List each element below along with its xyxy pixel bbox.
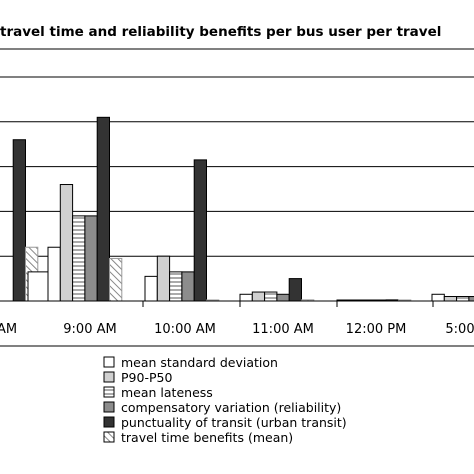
bar-p90-3 xyxy=(251,291,266,302)
bar-comp-5 xyxy=(468,296,474,302)
bar-punct-2 xyxy=(193,159,207,302)
bar-late-5 xyxy=(456,296,470,302)
legend-swatch-tt xyxy=(103,431,115,443)
x-tick-label: AM xyxy=(0,322,17,337)
legend-swatch-late xyxy=(103,386,115,398)
legend-label: mean standard deviation xyxy=(121,355,278,370)
bar-punct-0 xyxy=(12,139,26,302)
x-tick-label: 12:00 PM xyxy=(346,322,407,337)
x-tick-label: 10:00 AM xyxy=(154,322,216,337)
legend-label: mean lateness xyxy=(121,385,213,400)
bar-sd-3 xyxy=(239,293,253,302)
bar-sd-1 xyxy=(47,246,61,302)
bar-tt-1 xyxy=(109,257,123,302)
bar-p90-1 xyxy=(59,184,74,302)
legend-label: compensatory variation (reliability) xyxy=(121,400,341,415)
chart-title: travel time and reliability benefits per… xyxy=(0,24,442,40)
bar-sd-0b xyxy=(27,271,49,302)
legend-swatch-sd xyxy=(103,356,115,368)
bar-sd-2 xyxy=(144,275,158,302)
bar-comp-1 xyxy=(84,215,98,302)
legend-swatch-p90 xyxy=(103,371,115,383)
legend-swatch-comp xyxy=(103,401,115,413)
bar-comp-3 xyxy=(276,293,290,302)
x-tick-label: 9:00 AM xyxy=(63,322,116,337)
legend-label: punctuality of transit (urban transit) xyxy=(121,415,347,430)
legend-label: P90-P50 xyxy=(121,370,172,385)
bar-punct-3 xyxy=(288,278,303,302)
x-tick-label: 11:00 AM xyxy=(252,322,314,337)
bar-comp-2 xyxy=(181,271,195,302)
legend-label: travel time benefits (mean) xyxy=(121,430,293,445)
bar-p90-5 xyxy=(443,296,458,302)
bar-punct-1 xyxy=(96,116,110,302)
bar-late-1 xyxy=(72,215,86,302)
bar-late-3 xyxy=(264,291,278,302)
bar-p90-2 xyxy=(156,255,171,302)
bar-late-2 xyxy=(169,271,183,302)
legend-swatch-punct xyxy=(103,416,115,428)
bar-sd-5 xyxy=(431,293,445,302)
x-tick-label: 5:00 xyxy=(445,322,474,337)
